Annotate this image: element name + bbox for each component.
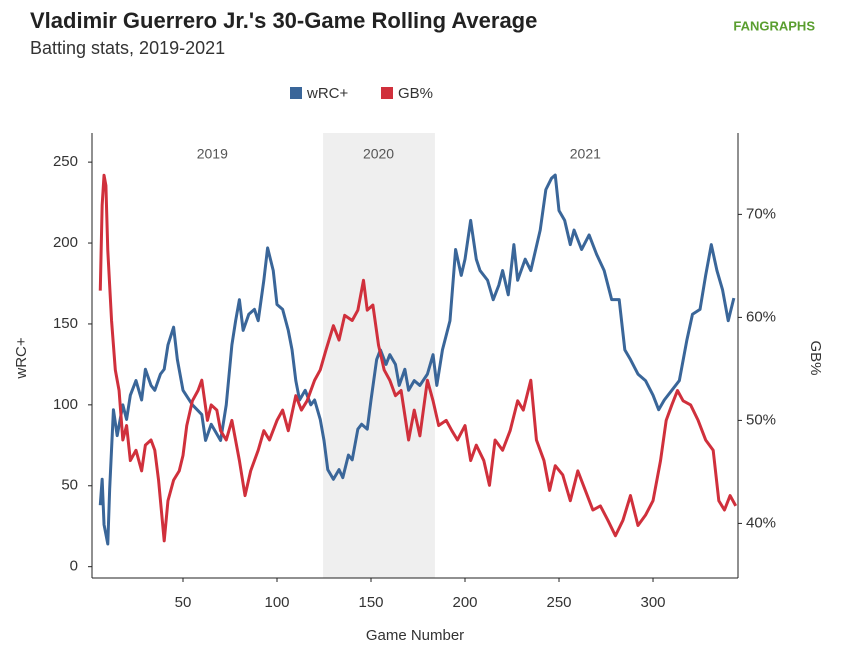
y-tick-label: 250 [53, 153, 78, 170]
legend-swatch [381, 87, 393, 99]
legend-label: GB% [398, 85, 433, 102]
legend-swatch [290, 87, 302, 99]
y-axis-label: wRC+ [13, 337, 30, 379]
y2-axis-label: GB% [807, 340, 824, 375]
x-tick-label: 150 [358, 594, 383, 611]
y-tick-label: 150 [53, 315, 78, 332]
x-tick-label: 250 [546, 594, 571, 611]
y-tick-label: 200 [53, 234, 78, 251]
logo: FANGRAPHS [733, 18, 815, 33]
y2-tick-label: 60% [746, 308, 776, 325]
chart-title: Vladimir Guerrero Jr.'s 30-Game Rolling … [30, 8, 537, 33]
line [98, 173, 736, 546]
x-tick-label: 50 [175, 594, 192, 611]
line [98, 173, 738, 543]
y-tick-label: 0 [70, 558, 78, 575]
x-tick-label: 200 [452, 594, 477, 611]
annotation: 2020 [363, 146, 394, 162]
y2-tick-label: 50% [746, 411, 776, 428]
y2-tick-label: 40% [746, 514, 776, 531]
x-tick-label: 300 [641, 594, 666, 611]
annotation: 2021 [570, 146, 601, 162]
y2-tick-label: 70% [746, 205, 776, 222]
chart-subtitle: Batting stats, 2019-2021 [30, 38, 225, 58]
legend-label: wRC+ [306, 85, 348, 102]
x-axis-label: Game Number [366, 627, 464, 644]
y-tick-label: 50 [61, 477, 78, 494]
x-tick-label: 100 [264, 594, 289, 611]
annotation: 2019 [197, 146, 228, 162]
y-tick-label: 100 [53, 396, 78, 413]
